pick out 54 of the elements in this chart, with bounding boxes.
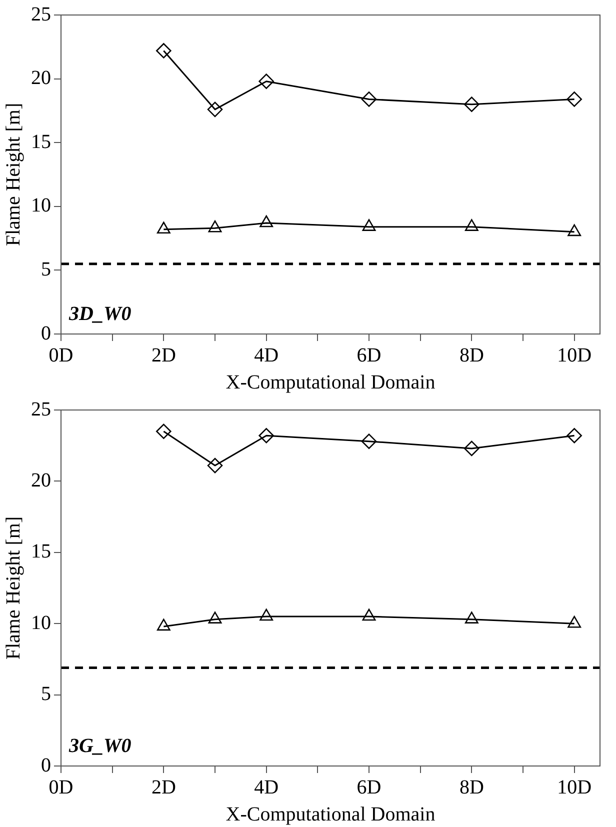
x-tick-label: 0D: [48, 344, 74, 366]
point: [156, 424, 172, 440]
point: [207, 458, 223, 474]
x-tick-label: 4D: [254, 776, 279, 798]
x-tick-label: 2D: [151, 344, 176, 366]
x-tick-label: 4D: [254, 344, 279, 366]
point: [464, 440, 480, 456]
point: [260, 608, 274, 621]
y-axis-title: Flame Height [m]: [2, 516, 24, 660]
annotation: 3G_W0: [68, 735, 132, 757]
x-tick-label: 2D: [151, 776, 176, 798]
point: [464, 219, 478, 231]
point: [208, 220, 222, 232]
x-tick-label: 8D: [459, 344, 484, 366]
y-tick-label: 10: [31, 194, 51, 217]
point: [568, 616, 582, 628]
point: [566, 428, 582, 444]
x-tick-label: 10D: [557, 776, 592, 798]
y-tick-label: 20: [31, 469, 51, 492]
point: [464, 612, 478, 624]
y-tick-label: 0: [41, 322, 51, 344]
point: [361, 92, 377, 107]
point: [362, 608, 376, 621]
point: [208, 612, 222, 624]
x-tick-label: 10D: [557, 344, 592, 366]
x-tick-label: 8D: [459, 776, 484, 798]
y-tick-label: 0: [41, 754, 51, 776]
point: [156, 43, 172, 58]
point: [361, 434, 377, 449]
y-tick-label: 5: [41, 258, 51, 280]
y-tick-label: 20: [31, 67, 51, 90]
point: [568, 224, 582, 236]
x-tick-label: 0D: [48, 776, 74, 798]
annotation: 3D_W0: [68, 303, 132, 325]
point: [156, 618, 170, 631]
y-tick-label: 5: [41, 683, 51, 706]
y-tick-label: 25: [31, 398, 51, 420]
y-tick-label: 15: [31, 540, 51, 563]
y-tick-label: 15: [31, 130, 51, 153]
point: [258, 428, 274, 444]
y-tick-label: 10: [31, 612, 51, 634]
point: [566, 92, 582, 107]
point: [362, 219, 376, 231]
point: [464, 96, 480, 112]
x-tick-label: 6D: [356, 344, 382, 366]
x-tick-label: 6D: [356, 776, 382, 798]
point: [260, 215, 274, 228]
point: [156, 222, 170, 234]
y-axis-title: Flame Height [m]: [2, 102, 24, 246]
x-axis-title: X-Computational Domain: [226, 803, 436, 826]
y-tick-label: 25: [31, 3, 51, 26]
point: [258, 74, 274, 89]
point: [207, 102, 223, 118]
x-axis-title: X-Computational Domain: [226, 371, 436, 394]
